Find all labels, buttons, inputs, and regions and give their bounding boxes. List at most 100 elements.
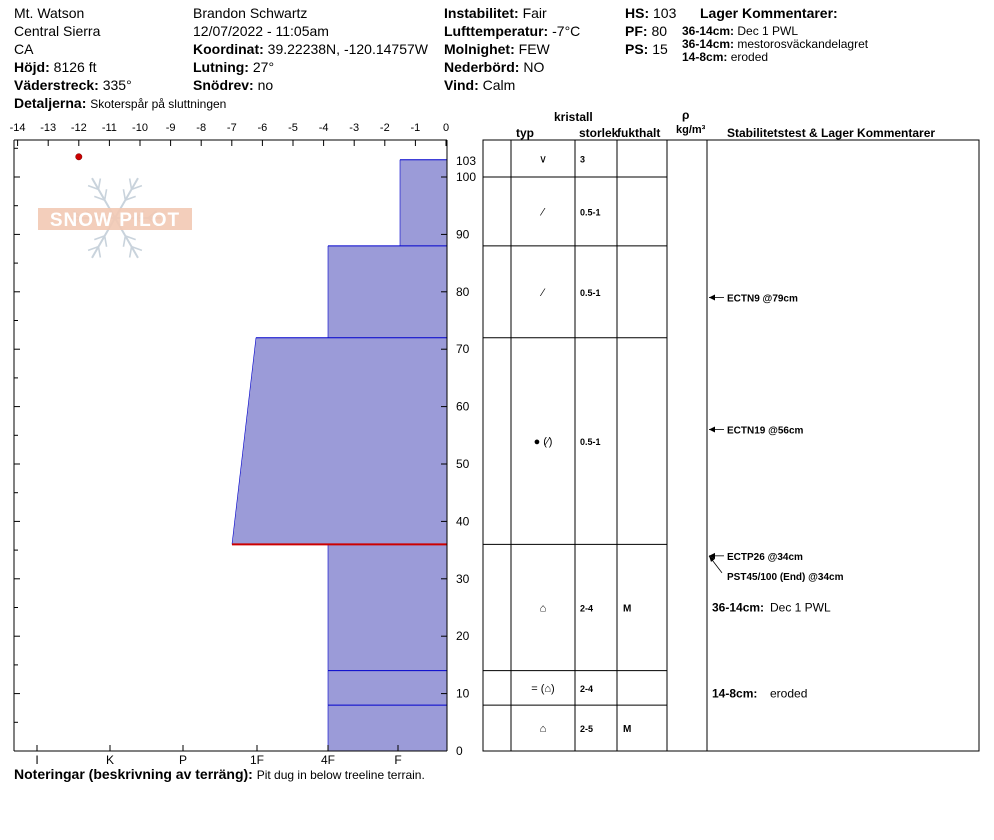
aspect-label: Väderstreck: [14,77,99,93]
temp-tick-label: -11 [102,122,117,134]
cloud-row: Molnighet: FEW [444,41,550,57]
drift-row: Snödrev: no [193,77,273,93]
snowflake-branch [122,235,127,247]
stability-test-label: ECTN19 @56cm [727,426,804,437]
layer-grain-size: 2-5 [580,724,593,734]
layer-comment-2: 14-8cm: eroded [682,50,768,64]
state: CA [14,41,34,57]
depth-tick-label: 10 [456,687,470,701]
layer-comment-range: 14-8cm: [682,50,728,64]
hs-label: HS: [625,5,650,21]
airtemp-value: -7°C [552,23,581,39]
depth-tick-label: 50 [456,457,470,471]
location: Mt. Watson [14,5,85,21]
temp-tick-label: -6 [258,122,268,134]
wind-label: Vind: [444,77,479,93]
details-label: Detaljerna: [14,95,87,111]
slope-value: 27° [252,59,275,75]
temperature-axis: -14 -13 -12 -11 -10 -9 -8 -7 -6 -5 -4 -3 -2 -1 0 [10,122,449,161]
layer-moisture: M [623,604,631,615]
hardness-layer [328,245,447,338]
layer-grain-type: = (⌂) [531,683,554,695]
airtemp-row: Lufttemperatur: -7°C [444,23,580,39]
hardness-tick-label: 1F [250,753,264,767]
stability-test-label: ECTP26 @34cm [727,552,803,563]
hs-value: 103 [653,5,677,21]
elevation-row: Höjd: 8126 ft [14,59,96,75]
notes-label: Noteringar (beskrivning av terräng): [14,766,253,782]
pf-value: 80 [651,23,668,39]
slope-row: Lutning: 27° [193,59,274,75]
elevation-value: 8126 ft [53,59,97,75]
temp-tick-label: -2 [380,122,390,134]
ps-label: PS: [625,41,649,57]
snowflake-branch [122,189,127,201]
aspect-value: 335° [102,77,132,93]
depth-tick-label: 0 [456,744,463,758]
pf-row: PF: 80 [625,23,667,39]
datetime: 12/07/2022 - 11:05am [193,23,329,39]
details-row: Detaljerna: Skoterspår på sluttningen [14,95,226,111]
snowflake-branch [103,189,108,201]
temp-tick-label: -10 [132,122,148,134]
hardness-layer [328,670,447,706]
layer-grain-type: ● (⁄) [534,436,553,448]
aspect-row: Väderstreck: 335° [14,77,132,93]
airtemp-label: Lufttemperatur: [444,23,549,39]
temp-tick-label: -7 [227,122,237,134]
temp-tick-label: -5 [288,122,298,134]
snowflake-branch [131,245,143,252]
stability-arrowhead [709,426,715,433]
density-unit: kg/m³ [676,124,706,136]
temp-tick-label: -8 [196,122,206,134]
layer-grain-size: 0.5-1 [580,288,601,298]
stability-tests: ECTN9 @79cm ECTN19 @56cm ECTP26 @34cm PST45… [708,294,844,701]
drift-label: Snödrev: [193,77,254,93]
layer-comment-range: 36-14cm: [682,37,735,51]
layer-grain-size: 0.5-1 [580,437,601,447]
hardness-tick-label: 4F [321,753,335,767]
hardness-layer [232,337,447,545]
observer: Brandon Schwartz [193,5,308,21]
snowflake-branch [128,178,133,190]
stability-header: Stabilitetstest & Lager Kommentarer [727,126,936,140]
layer-moisture: M [623,724,631,735]
wind-row: Vind: Calm [444,77,515,93]
table-border [482,139,980,752]
layer-grain-size: 2-4 [580,604,593,614]
hardness-profile [231,159,447,751]
depth-tick-label: 40 [456,514,470,528]
snowflake-branch [97,178,102,190]
watermark-text: SNOW PILOT [50,210,180,231]
coord-row: Koordinat: 39.22238N, -120.14757W [193,41,428,57]
precip-label: Nederbörd: [444,59,520,75]
layer-edge [231,337,257,545]
snowflake-branch [128,246,133,258]
notes-row: Noteringar (beskrivning av terräng): Pit… [14,766,425,782]
depth-tick-label: 80 [456,285,470,299]
depth-axis: 0 10 20 30 40 50 60 70 80 90 100 103 [14,147,476,758]
pf-label: PF: [625,23,648,39]
depth-tick-label: 90 [456,227,470,241]
instability-label: Instabilitet: [444,5,519,21]
layer-grain-type: ⁄ [539,287,546,299]
layer-comments-title: Lager Kommentarer: [700,5,838,21]
depth-tick-label: 100 [456,170,476,184]
snowflake-branch [97,246,102,258]
layer-comment-range: 36-14cm: [682,24,735,38]
watermark-band [38,208,192,230]
temp-tick-label: 0 [443,122,449,134]
temp-tick-label: -3 [349,122,359,134]
elevation-label: Höjd: [14,59,50,75]
temperature-point [75,153,83,161]
hardness-layer [328,544,447,671]
depth-tick-label: 60 [456,400,470,414]
layer-grain-type: ⌂ [540,723,547,735]
layer-grain-size: 2-4 [580,684,593,694]
stability-arrowhead [709,555,715,562]
snowflake-branch [125,195,136,201]
depth-tick-label: 70 [456,342,470,356]
layer-table: ∨ 3 ⁄ 0.5-1 ⁄ 0.5-1 ● (⁄) 0.5-1 ⌂ 2-4 M = (⌂) 2-4 ⌂ 2-… [482,139,980,752]
hardness-tick-label: P [179,753,187,767]
